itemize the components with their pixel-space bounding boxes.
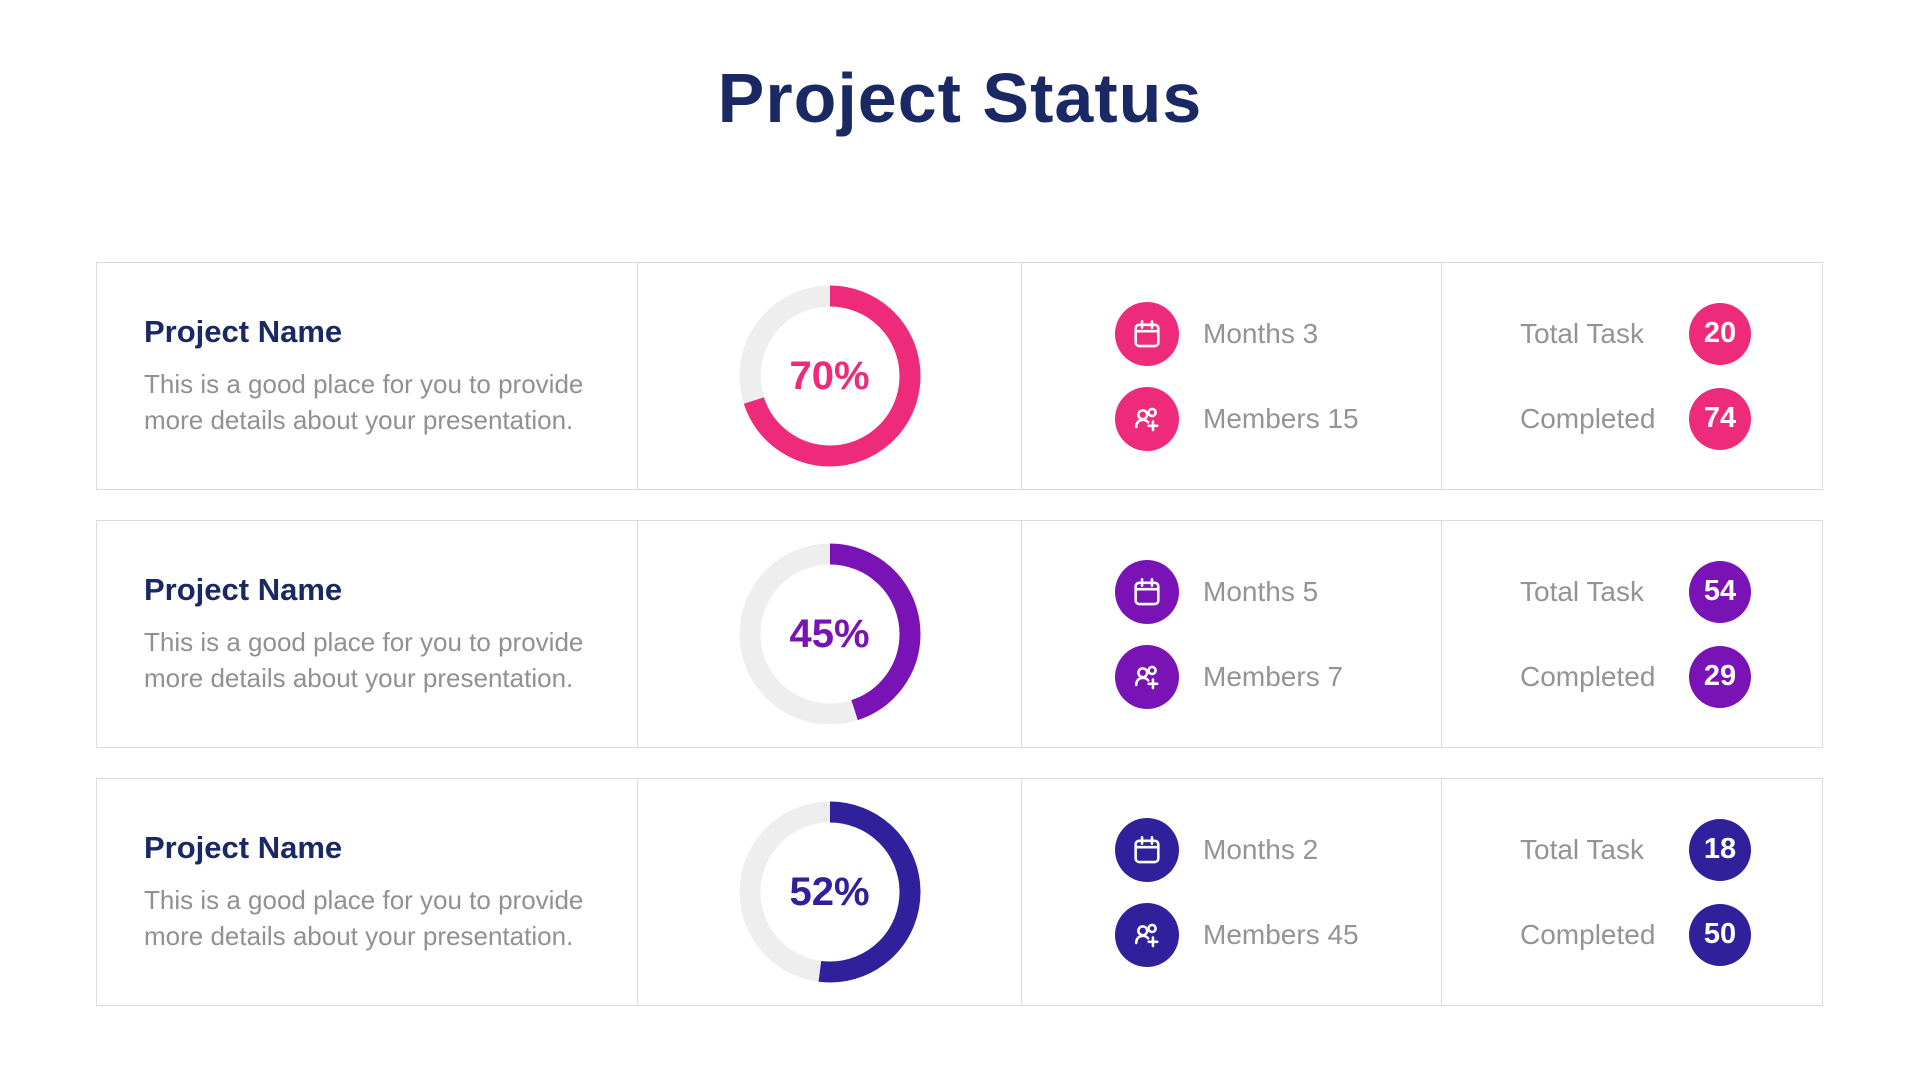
project-description-line: more details about your presentation. [144, 405, 574, 435]
project-info-column: Project Name This is a good place for yo… [97, 521, 637, 747]
completed-label: Completed [1520, 660, 1656, 692]
members-label: Members 45 [1203, 918, 1359, 950]
project-description-line: This is a good place for you to provide [144, 369, 584, 399]
members-row: Members 45 [1115, 902, 1441, 967]
calendar-icon [1115, 817, 1179, 882]
project-row: Project Name This is a good place for yo… [96, 520, 1823, 748]
total-task-label: Total Task [1520, 575, 1644, 607]
tasks-column: Total Task 20 Completed 74 [1441, 263, 1823, 489]
total-task-badge: 18 [1689, 818, 1751, 881]
project-description-line: more details about your presentation. [144, 921, 574, 951]
total-task-row: Total Task 20 [1520, 302, 1751, 365]
members-row: Members 7 [1115, 644, 1441, 709]
tasks-column: Total Task 18 Completed 50 [1441, 779, 1823, 1005]
project-description-line: more details about your presentation. [144, 663, 574, 693]
donut-progress-arc [739, 543, 920, 725]
months-label: Months 2 [1203, 833, 1319, 865]
completed-label: Completed [1520, 402, 1656, 434]
calendar-icon [1115, 301, 1179, 366]
progress-column: 52% [637, 779, 1021, 1005]
meta-column: Months 3 Members 15 [1021, 263, 1441, 489]
completed-badge: 74 [1689, 387, 1751, 450]
months-row: Months 3 [1115, 301, 1441, 366]
completed-row: Completed 29 [1520, 645, 1751, 708]
meta-column: Months 5 Members 7 [1021, 521, 1441, 747]
progress-donut: 45% [739, 543, 921, 725]
project-name: Project Name [144, 572, 343, 607]
project-description-line: This is a good place for you to provide [144, 885, 584, 915]
completed-badge: 29 [1689, 645, 1751, 708]
members-label: Members 7 [1203, 660, 1344, 692]
total-task-badge: 54 [1689, 560, 1751, 623]
completed-badge: 50 [1689, 903, 1751, 966]
donut-percent-label: 52% [789, 869, 870, 914]
tasks-column: Total Task 54 Completed 29 [1441, 521, 1823, 747]
donut-percent-label: 45% [789, 611, 870, 656]
members-row: Members 15 [1115, 386, 1441, 451]
donut-progress-arc [739, 285, 920, 467]
add-member-icon [1115, 902, 1179, 967]
project-info-column: Project Name This is a good place for yo… [97, 779, 637, 1005]
completed-row: Completed 74 [1520, 387, 1751, 450]
total-task-label: Total Task [1520, 317, 1644, 349]
progress-donut: 70% [739, 285, 921, 467]
project-info-column: Project Name This is a good place for yo… [97, 263, 637, 489]
donut-chart [739, 801, 920, 983]
total-task-badge: 20 [1689, 302, 1751, 365]
project-row: Project Name This is a good place for yo… [96, 262, 1823, 490]
total-task-row: Total Task 18 [1520, 818, 1751, 881]
donut-progress-arc [739, 801, 920, 983]
project-name: Project Name [144, 314, 343, 349]
project-description-line: This is a good place for you to provide [144, 627, 584, 657]
months-row: Months 5 [1115, 559, 1441, 624]
progress-column: 45% [637, 521, 1021, 747]
add-member-icon [1115, 386, 1179, 451]
project-description: This is a good place for you to provide … [144, 882, 637, 954]
months-row: Months 2 [1115, 817, 1441, 882]
total-task-row: Total Task 54 [1520, 560, 1751, 623]
meta-column: Months 2 Members 45 [1021, 779, 1441, 1005]
completed-label: Completed [1520, 918, 1656, 950]
donut-chart [739, 285, 920, 467]
progress-donut: 52% [739, 801, 921, 983]
progress-column: 70% [637, 263, 1021, 489]
completed-row: Completed 50 [1520, 903, 1751, 966]
project-name: Project Name [144, 830, 343, 865]
calendar-icon [1115, 559, 1179, 624]
members-label: Members 15 [1203, 402, 1359, 434]
donut-percent-label: 70% [789, 353, 870, 398]
page-title: Project Status [717, 59, 1203, 137]
project-description: This is a good place for you to provide … [144, 624, 637, 696]
donut-chart [739, 543, 920, 725]
add-member-icon [1115, 644, 1179, 709]
project-description: This is a good place for you to provide … [144, 366, 637, 438]
project-row: Project Name This is a good place for yo… [96, 778, 1823, 1006]
months-label: Months 3 [1203, 317, 1319, 349]
total-task-label: Total Task [1520, 833, 1644, 865]
months-label: Months 5 [1203, 575, 1319, 607]
